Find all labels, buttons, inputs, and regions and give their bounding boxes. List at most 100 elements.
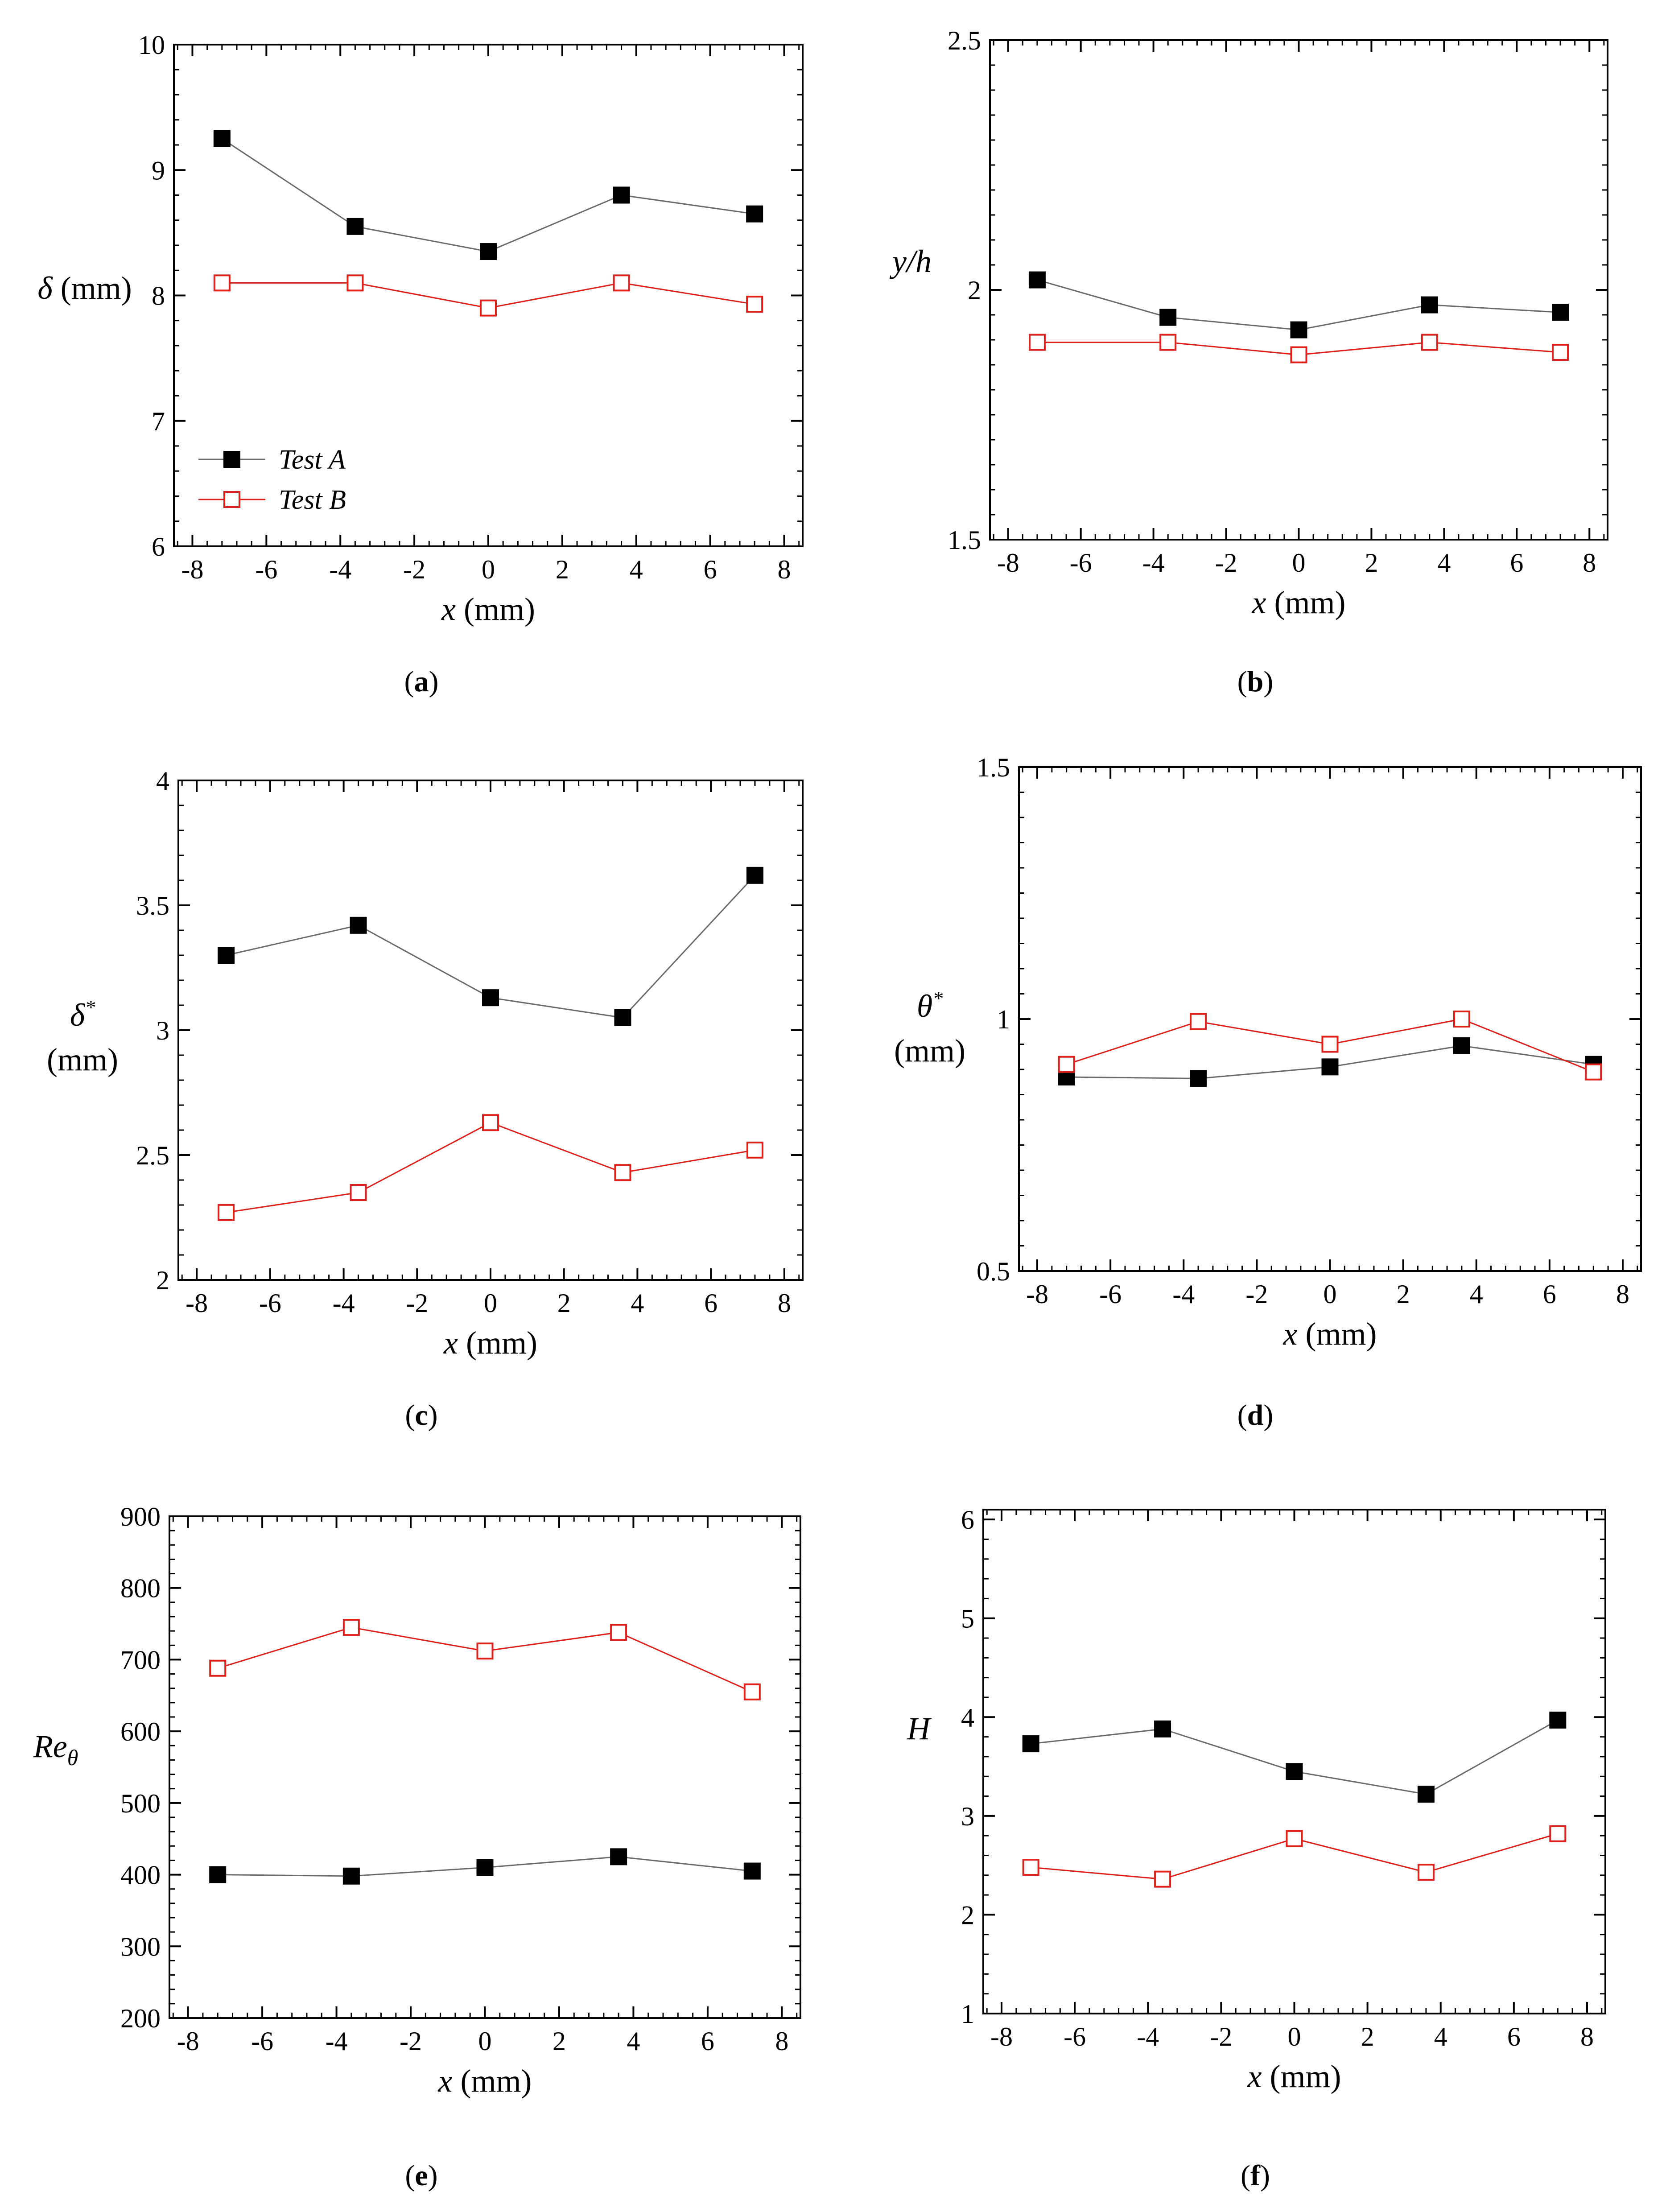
data-point-test-b [1453, 1011, 1470, 1028]
y-tick-label: 6 [152, 532, 165, 561]
x-tick-label: -4 [326, 2026, 348, 2056]
x-axis-title: x (mm) [438, 2063, 532, 2099]
data-point-test-b [218, 1204, 235, 1221]
x-tick-label: 6 [1543, 1279, 1556, 1309]
data-point-test-a [746, 867, 763, 884]
series-line-test-b [217, 1626, 753, 1693]
y-tick-label: 2 [156, 1266, 169, 1295]
data-point-test-b [1321, 1036, 1339, 1053]
data-point-test-b [1022, 1859, 1039, 1876]
x-tick-label: -4 [1137, 2022, 1159, 2051]
data-point-test-a [743, 1862, 761, 1880]
plot-frame [1018, 766, 1642, 1272]
y-tick-label: 3 [156, 1016, 169, 1045]
x-tick-label: -2 [403, 555, 425, 584]
x-tick-label: -4 [1142, 548, 1165, 578]
panel-caption: (a) [404, 665, 439, 698]
data-point-test-a [1552, 304, 1569, 321]
data-point-test-b [350, 1184, 367, 1201]
x-axis-title: x (mm) [1252, 585, 1346, 620]
y-axis-title: Reθ [33, 1729, 78, 1770]
chart-panel-d: -8 -6 -4 -2 0 2 4 6 8 0.5 1 1.5 x (mm) θ* (mm) (d) [894, 753, 1642, 1432]
data-point-test-a [350, 916, 367, 934]
y-tick-label: 500 [120, 1789, 161, 1818]
x-tick-label: 8 [778, 555, 791, 584]
y-axis-title: H [907, 1711, 932, 1746]
legend-label: Test B [279, 485, 346, 515]
x-tick-label: 6 [704, 555, 717, 584]
y-axis-unit: (mm) [894, 1033, 965, 1069]
data-point-test-b [1190, 1013, 1207, 1030]
y-axis-title: δ (mm) [37, 270, 132, 306]
y-tick-label: 8 [152, 281, 165, 311]
x-tick-label: -8 [1026, 1279, 1048, 1309]
plot-frame [173, 44, 804, 547]
y-tick-label: 2.5 [948, 26, 981, 55]
x-tick-label: -6 [255, 555, 277, 584]
data-point-test-a [1159, 309, 1177, 326]
data-point-test-b [342, 1619, 360, 1636]
data-point-test-b [213, 274, 231, 292]
x-tick-label: 4 [627, 2026, 640, 2056]
data-point-test-a [1190, 1070, 1207, 1087]
x-tick-label: 2 [1397, 1279, 1410, 1309]
data-point-test-b [746, 296, 763, 313]
data-point-test-a [1290, 321, 1307, 338]
plot-frame [982, 1509, 1606, 2014]
x-tick-label: 6 [704, 1288, 717, 1318]
x-tick-label: -2 [1210, 2022, 1232, 2051]
x-tick-label: -6 [1070, 548, 1092, 578]
x-tick-label: -2 [1215, 548, 1237, 578]
panel-caption: (e) [405, 2159, 437, 2192]
x-axis-title: x (mm) [1283, 1316, 1377, 1352]
y-tick-label: 400 [120, 1861, 161, 1890]
x-tick-label: -8 [177, 2026, 199, 2056]
y-tick-label: 1 [961, 1999, 974, 2029]
x-tick-label: 0 [482, 555, 495, 584]
x-tick-label: -2 [400, 2026, 422, 2056]
series-line-test-a [221, 138, 755, 252]
y-tick-label: 900 [120, 1502, 161, 1531]
data-point-test-a [482, 989, 499, 1007]
data-point-test-b [480, 299, 497, 317]
data-point-test-a [746, 205, 763, 223]
x-tick-label: 8 [1616, 1279, 1629, 1309]
x-tick-label: 8 [775, 2026, 788, 2056]
chart-panel-b: -8 -6 -4 -2 0 2 4 6 8 1.5 2 2.5 x (mm) y/h (b) [889, 26, 1608, 698]
x-tick-label: -8 [997, 548, 1019, 578]
y-tick-label: 700 [120, 1645, 161, 1675]
x-tick-label: -2 [406, 1288, 428, 1318]
x-tick-label: -6 [1064, 2022, 1086, 2051]
x-tick-label: -6 [1099, 1279, 1122, 1309]
x-tick-label: 4 [1437, 548, 1451, 578]
data-point-test-b [614, 1164, 631, 1181]
x-tick-label: 2 [557, 1288, 571, 1318]
data-point-test-b [1290, 346, 1307, 363]
x-tick-label: 0 [484, 1288, 497, 1318]
data-point-test-a [1022, 1735, 1039, 1753]
y-tick-label: 10 [138, 30, 165, 60]
x-tick-label: 0 [1324, 1279, 1337, 1309]
chart-panel-c: -8 -6 -4 -2 0 2 4 6 8 2 2.5 3 3.5 4 x (mm) δ* (mm) (c) [47, 766, 804, 1432]
x-tick-label: 4 [631, 1288, 644, 1318]
data-point-test-b [743, 1683, 761, 1700]
data-point-test-a [610, 1848, 627, 1865]
data-point-test-b [346, 274, 364, 292]
x-tick-label: 6 [701, 2026, 714, 2056]
plot-frame [989, 39, 1608, 541]
x-axis-title: x (mm) [443, 1325, 537, 1361]
data-point-test-a [1321, 1058, 1339, 1076]
x-tick-label: 0 [1288, 2022, 1301, 2051]
x-tick-label: -2 [1245, 1279, 1268, 1309]
y-tick-label: 0.5 [977, 1257, 1010, 1286]
data-point-test-b [1154, 1870, 1171, 1888]
data-point-test-b [1417, 1864, 1435, 1881]
y-tick-label: 1 [997, 1005, 1010, 1034]
y-tick-label: 3.5 [136, 891, 169, 920]
data-point-test-a [1154, 1720, 1171, 1737]
data-point-test-b [482, 1114, 499, 1131]
y-tick-label: 3 [961, 1802, 974, 1831]
x-tick-label: -4 [333, 1288, 355, 1318]
